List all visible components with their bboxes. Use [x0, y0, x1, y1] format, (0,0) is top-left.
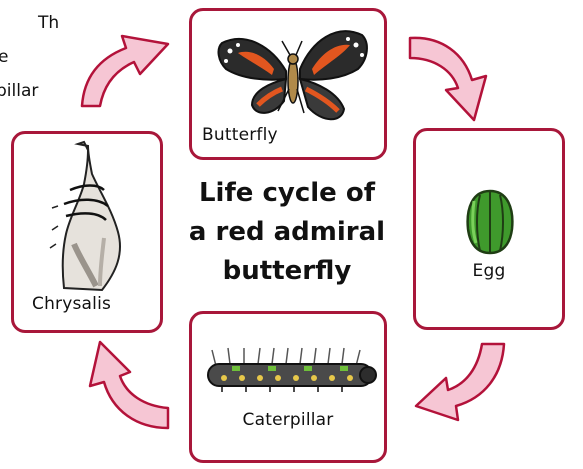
stage-card-butterfly: Butterfly	[189, 8, 387, 160]
cropped-text-line-3: pillar	[0, 81, 39, 101]
arrow-egg-to-caterpillar	[414, 342, 506, 422]
diagram-title: Life cycle of a red admiral butterfly	[170, 174, 404, 291]
arrow-butterfly-to-egg	[408, 36, 488, 122]
stage-card-egg: Egg	[413, 128, 565, 330]
cycle-arrow-icon	[414, 342, 506, 422]
red-admiral-butterfly-icon	[217, 30, 368, 121]
title-line-1: Life cycle of	[198, 178, 376, 208]
egg-icon	[466, 189, 514, 255]
cropped-text-line-2: e	[0, 47, 9, 67]
stage-label-egg: Egg	[472, 261, 506, 281]
arrow-caterpillar-to-chrysalis	[88, 340, 170, 430]
chrysalis-icon	[49, 140, 122, 292]
cropped-text-line-1: The	[38, 13, 60, 33]
stage-card-caterpillar: Caterpillar	[189, 311, 387, 463]
cycle-arrow-icon	[408, 36, 488, 122]
stage-label-butterfly: Butterfly	[202, 125, 278, 145]
stage-label-caterpillar: Caterpillar	[242, 410, 334, 430]
arrow-chrysalis-to-butterfly	[80, 34, 170, 108]
cycle-arrow-icon	[88, 340, 170, 430]
stage-label-chrysalis: Chrysalis	[32, 294, 112, 314]
caterpillar-icon	[207, 347, 377, 392]
cropped-text: The e pillar	[0, 6, 60, 106]
title-line-2: a red admiral	[188, 217, 386, 247]
cycle-arrow-icon	[80, 34, 170, 108]
title-line-3: butterfly	[222, 256, 352, 286]
stage-card-chrysalis: Chrysalis	[11, 131, 163, 333]
